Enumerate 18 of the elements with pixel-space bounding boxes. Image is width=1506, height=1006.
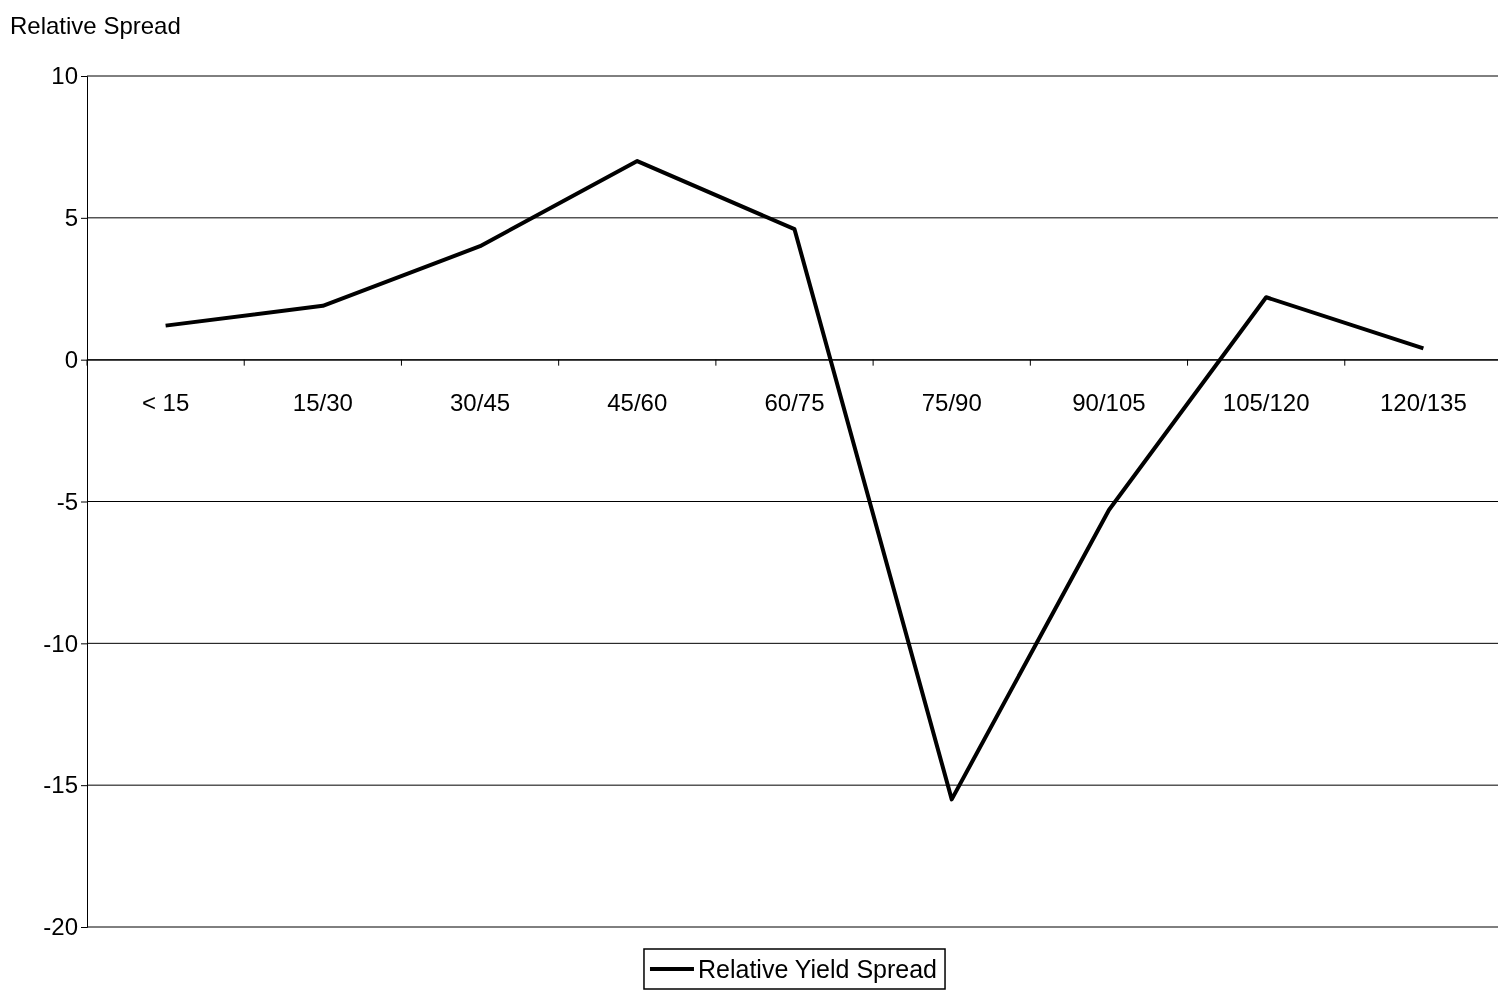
y-tick-label: -15 [43,771,78,799]
y-tick-label: 0 [64,345,78,373]
y-axis-title: Relative Spread [10,12,181,39]
y-tick-label: 10 [51,62,78,90]
x-tick-label: 30/45 [450,388,511,416]
y-tick-label: -10 [43,629,78,657]
y-tick-label: -5 [56,487,78,515]
x-tick-label: 75/90 [921,388,982,416]
x-tick-label: 90/105 [1072,388,1146,416]
x-tick-label: 60/75 [764,388,825,416]
legend-label: Relative Yield Spread [697,955,938,983]
x-tick-label: 120/135 [1380,388,1467,416]
y-tick-label: 5 [64,204,78,232]
x-tick-label: 45/60 [607,388,668,416]
y-tick-label: -20 [43,913,78,941]
x-tick-label: < 15 [141,388,190,416]
x-tick-label: 105/120 [1222,388,1310,416]
x-tick-label: 15/30 [292,388,353,416]
